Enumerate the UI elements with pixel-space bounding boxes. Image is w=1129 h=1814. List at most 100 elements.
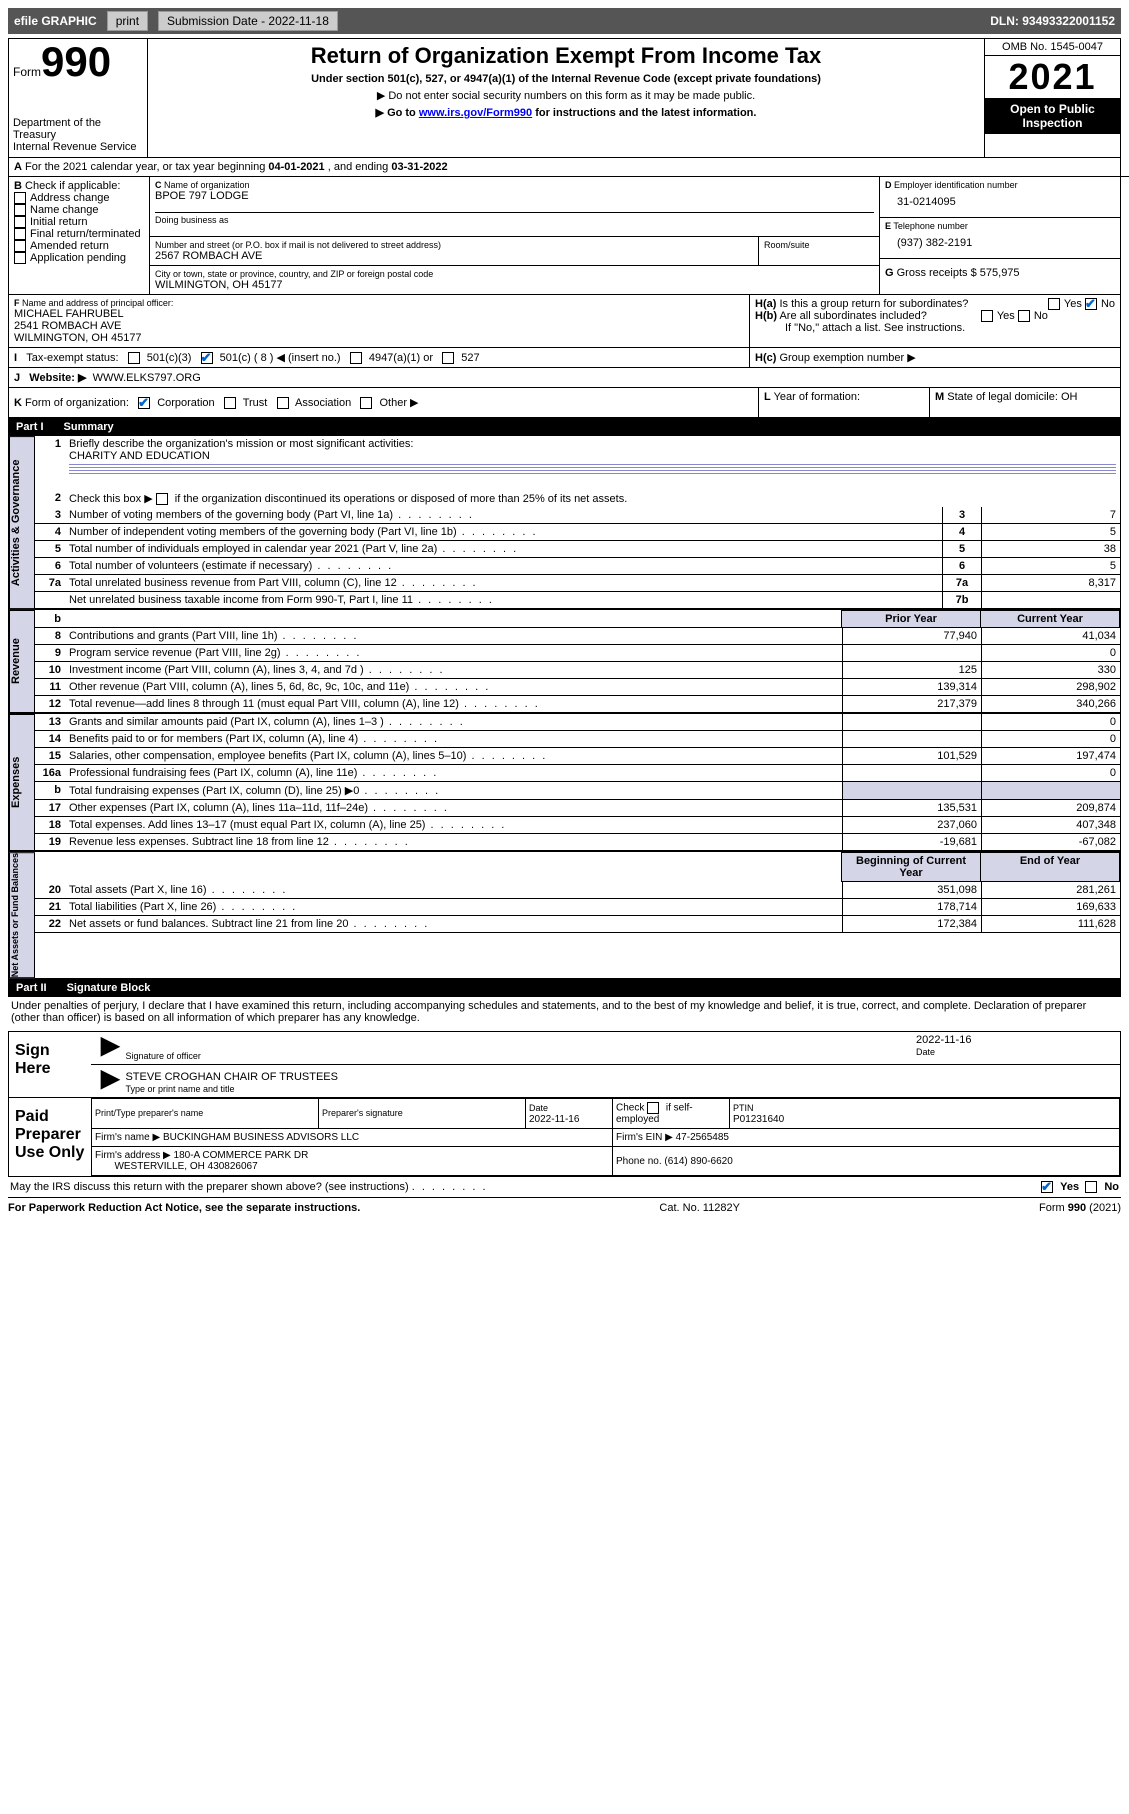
form-number: 990 — [41, 38, 111, 85]
entity-info: A For the 2021 calendar year, or tax yea… — [8, 157, 1121, 418]
footer-right: Form 990 (2021) — [1039, 1202, 1121, 1214]
inspection-badge: Open to Public Inspection — [985, 98, 1120, 134]
ha-label: Is this a group return for subordinates? — [779, 298, 968, 310]
side-exp: Expenses — [9, 714, 35, 851]
perjury-text: Under penalties of perjury, I declare th… — [8, 997, 1121, 1027]
website-label: Website: ▶ — [29, 372, 86, 384]
goto-post: for instructions and the latest informat… — [532, 107, 756, 119]
officer-addr1: 2541 ROMBACH AVE — [14, 320, 744, 332]
col-current: Current Year — [981, 611, 1120, 628]
city-label: City or town, state or province, country… — [155, 269, 874, 279]
cb-ha-no[interactable] — [1085, 298, 1097, 310]
cb-pending[interactable] — [14, 252, 26, 264]
cb-discuss-yes[interactable] — [1041, 1181, 1053, 1193]
part1-header: Part I Summary — [8, 418, 1121, 436]
firm-name: BUCKINGHAM BUSINESS ADVISORS LLC — [163, 1132, 359, 1143]
footer-mid: Cat. No. 11282Y — [659, 1202, 740, 1214]
cb-527[interactable] — [442, 352, 454, 364]
ein-value: 31-0214095 — [885, 190, 1115, 214]
sig-officer-label: Signature of officer — [125, 1051, 200, 1061]
form-header: Form990 Department of the Treasury Inter… — [8, 38, 1121, 157]
arrow-icon-2: ▶ — [95, 1067, 125, 1095]
form-title: Return of Organization Exempt From Incom… — [156, 43, 976, 69]
cb-hb-yes[interactable] — [981, 310, 993, 322]
city: WILMINGTON, OH 45177 — [155, 279, 874, 291]
side-net: Net Assets or Fund Balances — [9, 852, 35, 978]
street: 2567 ROMBACH AVE — [155, 250, 753, 262]
gross-label: Gross receipts $ — [897, 267, 977, 279]
discuss-label: May the IRS discuss this return with the… — [10, 1181, 409, 1193]
dept-label: Department of the Treasury — [13, 117, 143, 141]
form-word: Form — [13, 65, 41, 79]
part1-body: Activities & Governance 1Briefly describ… — [8, 436, 1121, 610]
part1-revenue-header: Revenue b Prior Year Current Year 8Contr… — [8, 610, 1121, 713]
cb-trust[interactable] — [224, 397, 236, 409]
phone-value: (937) 382-2191 — [885, 231, 1115, 255]
paid-preparer-label: Paid Preparer Use Only — [9, 1098, 91, 1176]
cb-address[interactable] — [14, 192, 26, 204]
officer-addr2: WILMINGTON, OH 45177 — [14, 332, 744, 344]
domicile-value: OH — [1061, 391, 1078, 403]
domicile-label: State of legal domicile: — [947, 391, 1058, 403]
hc-label: Group exemption number ▶ — [779, 352, 915, 364]
ein-label: Employer identification number — [894, 180, 1018, 190]
period-mid: , and ending — [325, 161, 392, 173]
period-begin: 04-01-2021 — [268, 161, 324, 173]
omb-number: OMB No. 1545-0047 — [985, 39, 1120, 56]
cb-discontinued[interactable] — [156, 493, 168, 505]
room-label: Room/suite — [764, 240, 874, 250]
firm-ein: 47-2565485 — [676, 1132, 729, 1143]
cb-assoc[interactable] — [277, 397, 289, 409]
goto-pre: ▶ Go to — [376, 107, 419, 119]
cb-ha-yes[interactable] — [1048, 298, 1060, 310]
officer-label: Name and address of principal officer: — [22, 298, 173, 308]
cb-4947[interactable] — [350, 352, 362, 364]
cb-other[interactable] — [360, 397, 372, 409]
cb-discuss-no[interactable] — [1085, 1181, 1097, 1193]
sig-date-val: 2022-11-16 — [916, 1034, 971, 1046]
period-pre: For the 2021 calendar year, or tax year … — [25, 161, 268, 173]
sig-date-label: Date — [916, 1047, 935, 1057]
col-end: End of Year — [981, 853, 1120, 882]
line1-label: Briefly describe the organization's miss… — [69, 438, 413, 450]
website-value: WWW.ELKS797.ORG — [93, 372, 201, 384]
print-button[interactable]: print — [107, 11, 148, 31]
cb-501c3[interactable] — [128, 352, 140, 364]
footer-left: For Paperwork Reduction Act Notice, see … — [8, 1202, 360, 1214]
arrow-icon: ▶ — [95, 1034, 125, 1062]
cb-hb-no[interactable] — [1018, 310, 1030, 322]
side-rev: Revenue — [9, 610, 35, 713]
col-begin: Beginning of Current Year — [842, 853, 981, 882]
irs-link[interactable]: www.irs.gov/Form990 — [419, 107, 532, 119]
part1-expenses: Expenses 13Grants and similar amounts pa… — [8, 713, 1121, 851]
formorg-label: Form of organization: — [25, 397, 129, 409]
part1-netassets: Net Assets or Fund Balances Beginning of… — [8, 851, 1121, 979]
cb-name[interactable] — [14, 204, 26, 216]
cb-corp[interactable] — [138, 397, 150, 409]
sign-here-block: Sign Here ▶ Signature of officer 2022-11… — [8, 1031, 1121, 1098]
org-name: BPOE 797 LODGE — [155, 190, 874, 202]
col-prior: Prior Year — [842, 611, 981, 628]
toolbar: efile GRAPHIC print Submission Date - 20… — [8, 8, 1121, 34]
gross-value: 575,975 — [980, 267, 1020, 279]
irs-label: Internal Revenue Service — [13, 141, 143, 153]
page-footer: For Paperwork Reduction Act Notice, see … — [8, 1198, 1121, 1214]
part2-header: Part II Signature Block — [8, 979, 1121, 997]
period-end: 03-31-2022 — [391, 161, 447, 173]
dln-label: DLN: 93493322001152 — [990, 14, 1115, 28]
officer-name: MICHAEL FAHRUBEL — [14, 308, 744, 320]
cb-501c[interactable] — [201, 352, 213, 364]
cb-amended[interactable] — [14, 240, 26, 252]
firm-addr2: WESTERVILLE, OH 430826067 — [114, 1161, 257, 1172]
efile-label: efile GRAPHIC — [14, 14, 97, 28]
subtitle-2: ▶ Do not enter social security numbers o… — [156, 89, 976, 102]
year-formation-label: Year of formation: — [774, 391, 860, 403]
signer-name: STEVE CROGHAN CHAIR OF TRUSTEES — [125, 1071, 338, 1083]
mission: CHARITY AND EDUCATION — [69, 450, 210, 462]
cb-final[interactable] — [14, 228, 26, 240]
cb-initial[interactable] — [14, 216, 26, 228]
cb-self-employed[interactable] — [647, 1102, 659, 1114]
prep-phone: (614) 890-6620 — [664, 1156, 732, 1167]
hb-note: If "No," attach a list. See instructions… — [755, 322, 1115, 334]
firm-addr1: 180-A COMMERCE PARK DR — [174, 1150, 309, 1161]
